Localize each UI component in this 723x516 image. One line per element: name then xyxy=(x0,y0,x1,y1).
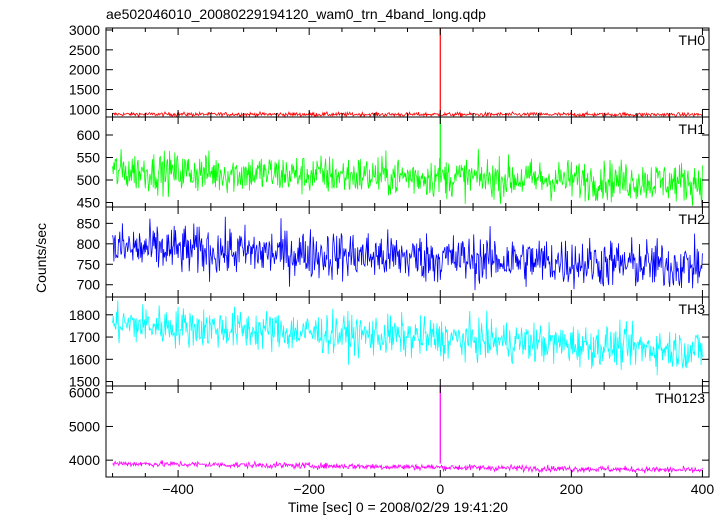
y-tick-label: 1500 xyxy=(69,374,100,390)
y-tick-label: 550 xyxy=(77,150,101,166)
y-tick-label: 2500 xyxy=(69,42,100,58)
panel-frame-th0 xyxy=(105,27,710,118)
series-line-th2 xyxy=(112,216,703,291)
x-tick-label: 0 xyxy=(436,481,444,497)
y-tick-label: 4000 xyxy=(69,452,100,468)
y-tick-label: 850 xyxy=(77,215,101,231)
panel-label-th3: TH3 xyxy=(679,301,706,317)
chart-title: ae502046010_20080229194120_wam0_trn_4ban… xyxy=(106,6,486,22)
y-tick-label: 1600 xyxy=(69,351,100,367)
y-tick-label: 2000 xyxy=(69,62,100,78)
panel-frame-th0123 xyxy=(105,385,710,478)
y-tick-label: 3000 xyxy=(69,22,100,38)
series-line-th0123 xyxy=(112,459,703,474)
y-tick-label: 450 xyxy=(77,195,101,211)
x-tick-label: −200 xyxy=(293,481,325,497)
panel-label-th0123: TH0123 xyxy=(655,390,705,406)
panel-label-th0: TH0 xyxy=(679,32,706,48)
x-axis-label: Time [sec] 0 = 2008/02/29 19:41:20 xyxy=(288,499,508,515)
y-tick-label: 750 xyxy=(77,256,101,272)
series-line-th1 xyxy=(112,148,703,207)
series-line-th3 xyxy=(112,300,703,376)
y-tick-label: 500 xyxy=(77,172,101,188)
x-tick-label: 400 xyxy=(691,481,715,497)
y-tick-label: 1500 xyxy=(69,82,100,98)
y-tick-label: 1000 xyxy=(69,101,100,117)
panel-label-th2: TH2 xyxy=(679,211,706,227)
y-axis-label: Counts/sec xyxy=(33,223,49,293)
x-tick-label: −400 xyxy=(162,481,194,497)
y-tick-label: 5000 xyxy=(69,418,100,434)
y-tick-label: 6000 xyxy=(69,385,100,401)
y-tick-label: 800 xyxy=(77,236,101,252)
y-tick-label: 1700 xyxy=(69,329,100,345)
panel-label-th1: TH1 xyxy=(679,121,706,137)
y-tick-label: 600 xyxy=(77,127,101,143)
x-tick-label: 200 xyxy=(560,481,584,497)
panel-frame-th1 xyxy=(105,116,710,208)
panel-frame-th3 xyxy=(105,296,710,387)
y-tick-label: 1800 xyxy=(69,307,100,323)
y-tick-label: 700 xyxy=(77,277,101,293)
